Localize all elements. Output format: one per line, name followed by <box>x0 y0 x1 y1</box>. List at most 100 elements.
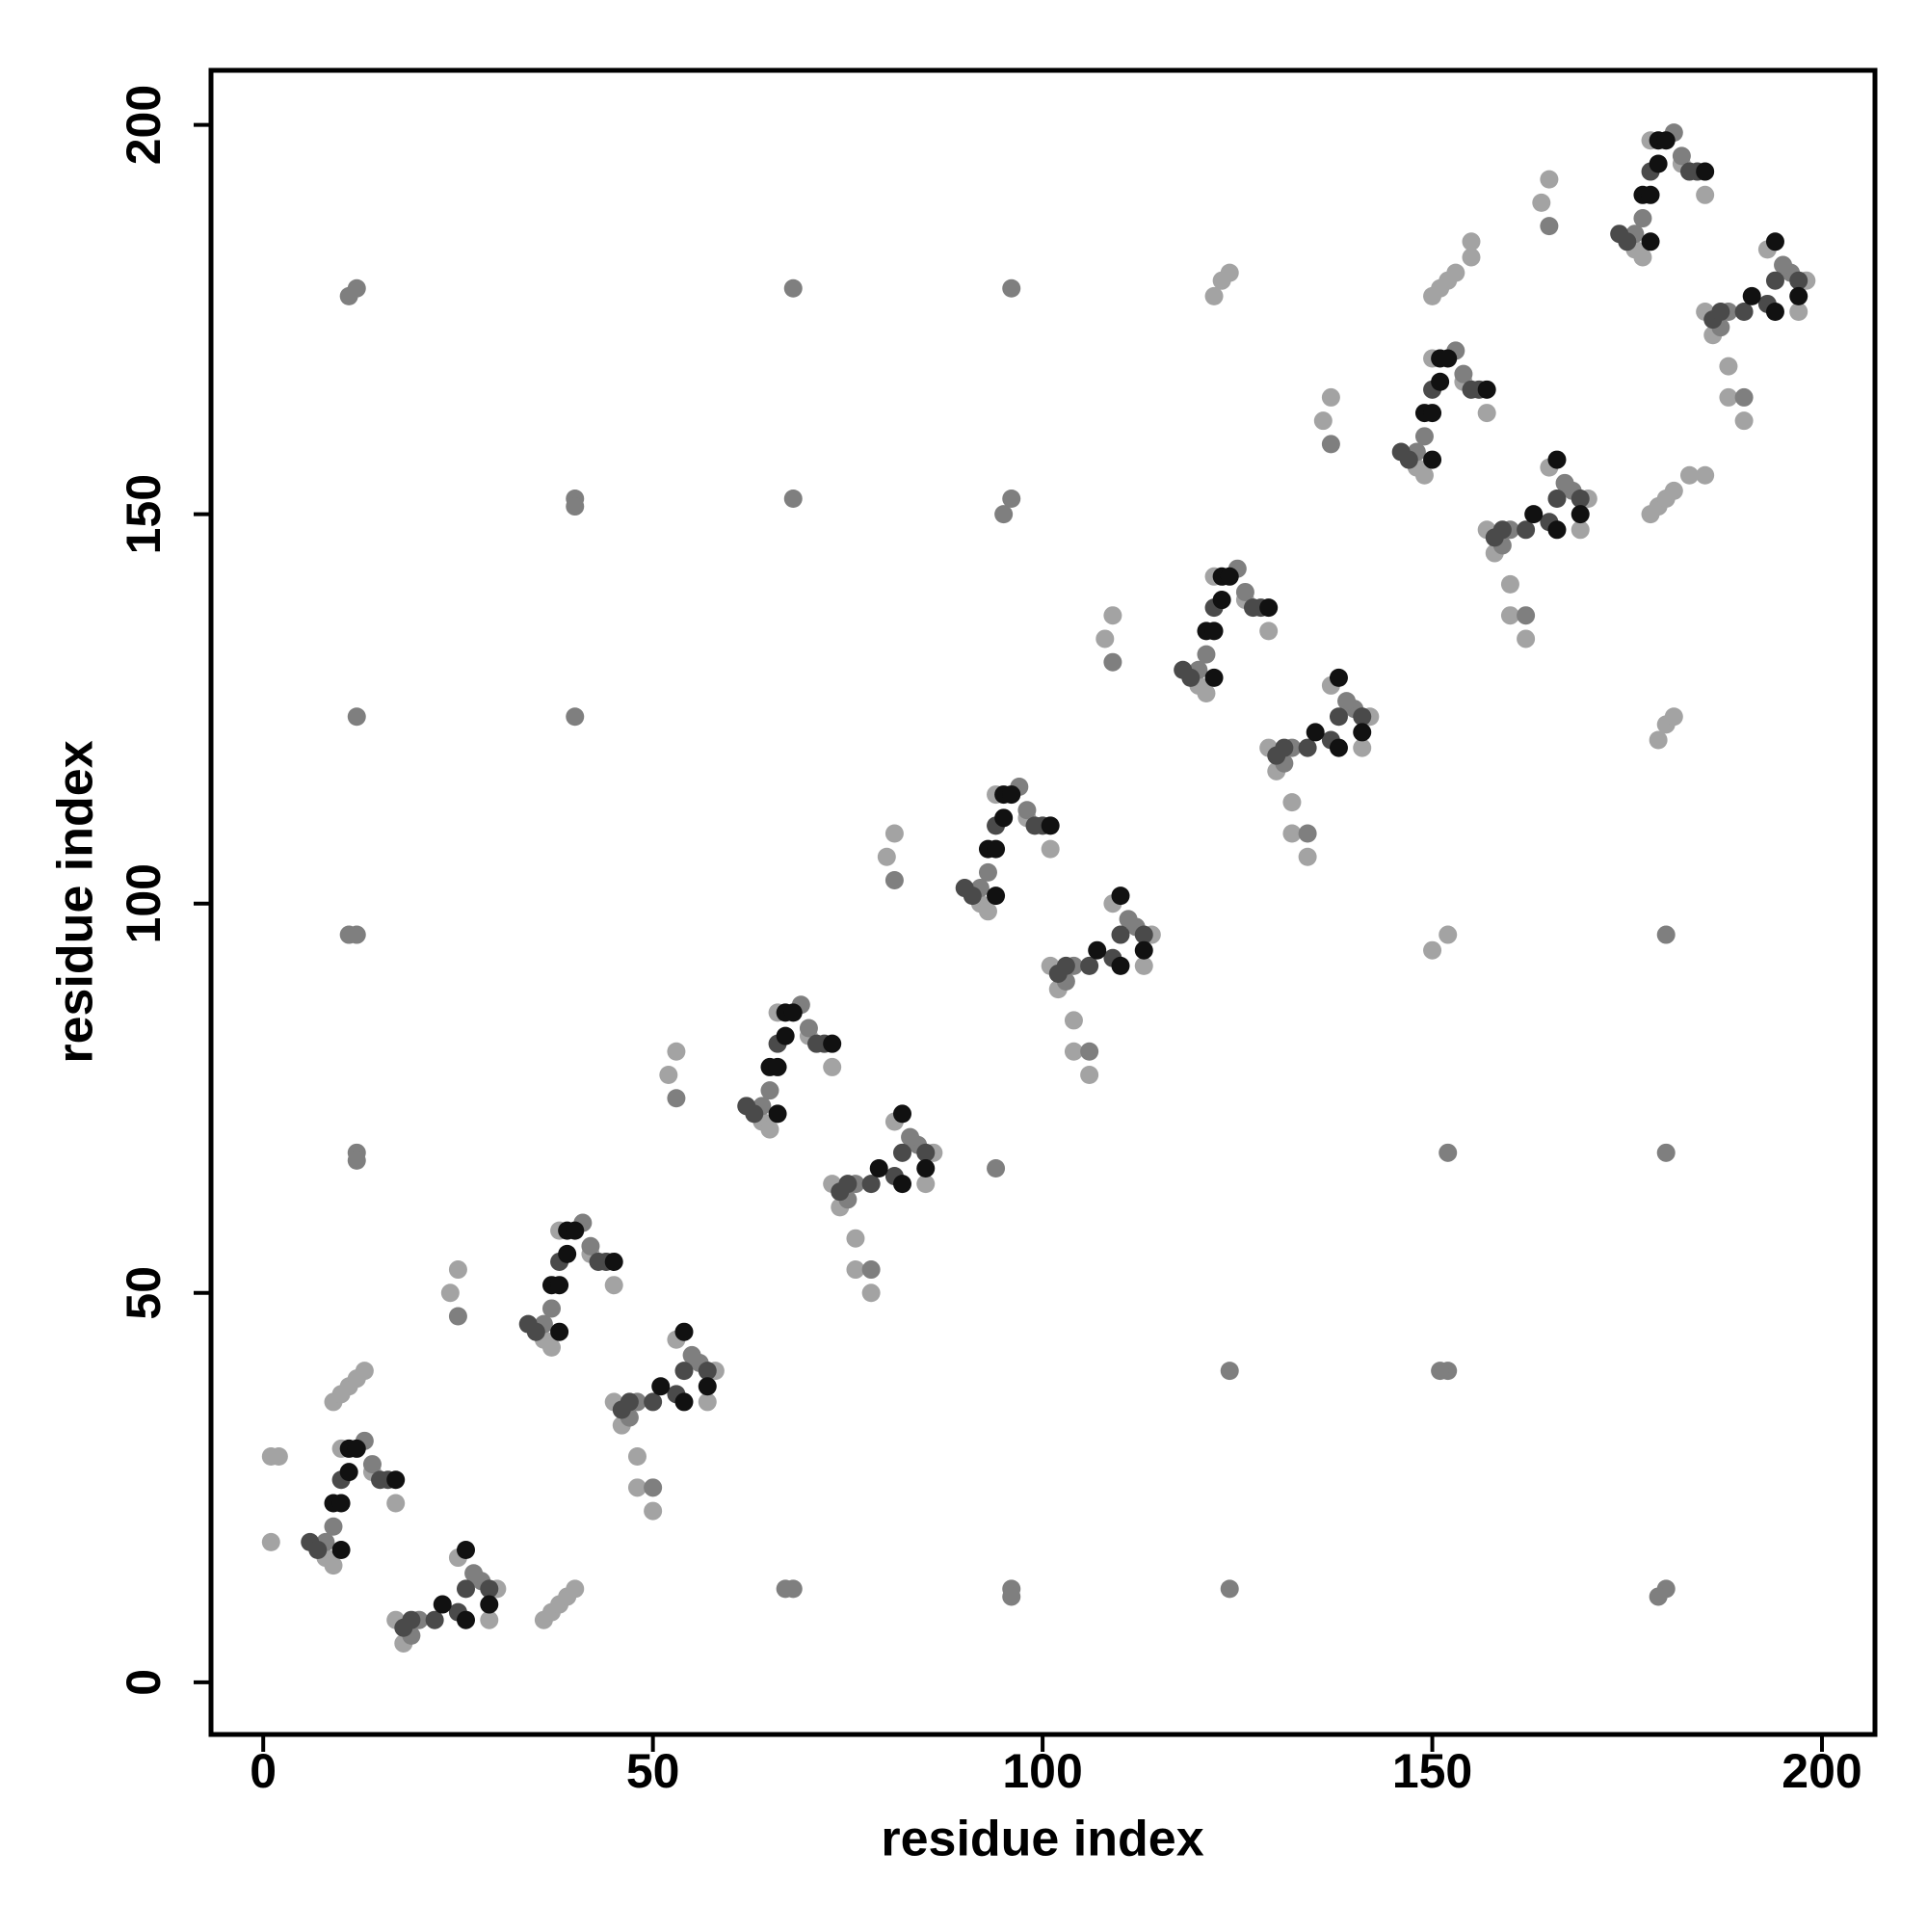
point <box>1734 411 1754 431</box>
point <box>846 1229 865 1248</box>
x-axis-label: residue index <box>881 1812 1203 1867</box>
point <box>1204 622 1224 641</box>
x-tick-label: 150 <box>1392 1744 1472 1798</box>
point <box>1524 505 1544 524</box>
point <box>1641 232 1660 251</box>
point <box>1618 232 1637 251</box>
point <box>1329 707 1348 727</box>
point <box>1774 255 1793 275</box>
point <box>1414 465 1434 485</box>
point <box>1329 738 1348 757</box>
plot-frame <box>208 67 1878 1737</box>
point <box>550 1276 569 1295</box>
point <box>783 1003 803 1022</box>
point <box>698 1377 717 1396</box>
point <box>1306 723 1325 742</box>
point <box>1765 271 1784 290</box>
point <box>433 1595 452 1614</box>
point <box>1649 1587 1668 1606</box>
point <box>1540 170 1559 189</box>
point <box>674 1322 694 1341</box>
point <box>1353 738 1372 757</box>
point <box>308 1540 328 1559</box>
point <box>994 505 1014 524</box>
point <box>877 847 896 866</box>
point <box>799 1019 818 1038</box>
point <box>1517 520 1536 540</box>
point <box>1477 404 1496 423</box>
y-axis-label: residue index <box>48 740 104 1063</box>
point <box>1571 520 1590 540</box>
point <box>347 1439 366 1458</box>
point <box>823 1057 842 1076</box>
point <box>1656 925 1676 944</box>
point <box>1080 1042 1099 1061</box>
point <box>1134 940 1153 960</box>
point <box>1329 668 1348 687</box>
y-tick-label: 200 <box>117 85 171 165</box>
point <box>861 1284 881 1303</box>
point <box>978 902 997 921</box>
point <box>1103 652 1122 672</box>
point <box>1212 591 1231 610</box>
point <box>1204 286 1224 305</box>
point <box>526 1322 545 1341</box>
point <box>1633 248 1652 267</box>
point <box>760 1120 779 1139</box>
point <box>1500 574 1519 594</box>
point <box>659 1066 678 1085</box>
point <box>604 1276 623 1295</box>
point <box>566 1579 585 1599</box>
point <box>1734 303 1754 322</box>
point <box>480 1595 499 1614</box>
point <box>978 862 997 882</box>
point <box>362 1455 382 1474</box>
point <box>861 1260 881 1280</box>
point <box>627 1446 647 1466</box>
point <box>457 1579 476 1599</box>
point <box>331 1540 351 1559</box>
point <box>776 1579 795 1599</box>
point <box>1765 303 1784 322</box>
x-tick-label: 200 <box>1782 1744 1861 1798</box>
point <box>1414 427 1434 446</box>
point <box>1547 489 1567 508</box>
point <box>1275 738 1294 757</box>
point <box>1423 940 1442 960</box>
point <box>339 1463 358 1482</box>
point <box>1197 645 1216 664</box>
point <box>1220 567 1239 586</box>
point <box>1734 387 1754 407</box>
point <box>892 1104 911 1124</box>
point <box>347 707 366 727</box>
point <box>566 1221 585 1240</box>
point <box>892 1143 911 1162</box>
point <box>386 1494 406 1513</box>
point <box>440 1284 460 1303</box>
point <box>331 1494 351 1513</box>
point <box>698 1392 717 1412</box>
point <box>541 1299 561 1318</box>
point <box>457 1610 476 1629</box>
point <box>1431 1362 1450 1381</box>
point <box>1696 185 1715 204</box>
x-tick-label: 0 <box>250 1744 277 1798</box>
point <box>1095 629 1115 648</box>
point <box>1517 606 1536 625</box>
point <box>1119 910 1138 929</box>
point <box>1002 785 1021 805</box>
point <box>916 1175 936 1194</box>
point <box>901 1127 920 1147</box>
point <box>1064 1042 1083 1061</box>
point <box>963 887 982 906</box>
point <box>1321 387 1340 407</box>
points <box>261 123 1816 1653</box>
point <box>1298 824 1317 843</box>
point <box>892 1175 911 1194</box>
point <box>1789 303 1808 322</box>
point <box>339 286 358 305</box>
point <box>644 1478 663 1497</box>
point <box>861 1175 881 1194</box>
point <box>480 1579 499 1599</box>
